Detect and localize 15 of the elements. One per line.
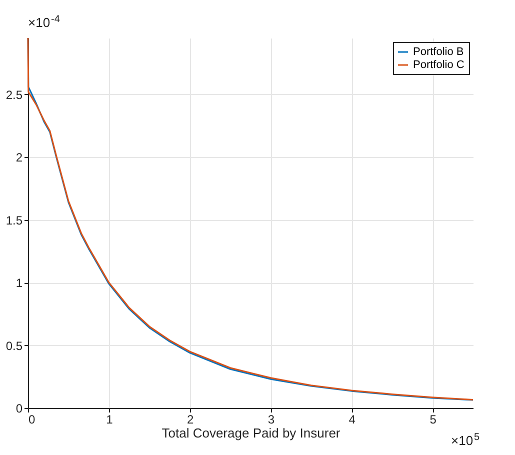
x-tick-label: 5	[430, 412, 437, 426]
x-tick-label: 4	[348, 412, 356, 426]
x-tick-label: 1	[106, 412, 114, 426]
y-tick-label: 0.5	[6, 338, 23, 353]
x-tick-label: 3	[268, 412, 275, 426]
y-tick-label: 0	[16, 402, 23, 416]
y-tick-label: 1	[16, 276, 23, 290]
legend-label: Portfolio B	[413, 46, 464, 58]
y-tick-label: 2	[16, 150, 23, 165]
y-tick-label: 2.5	[6, 88, 23, 102]
legend-label: Portfolio C	[413, 59, 464, 71]
x-axis-title: Total Coverage Paid by Insurer	[162, 426, 341, 440]
x-tick-label: 0	[28, 412, 36, 426]
x-tick-label: 2	[186, 412, 194, 426]
y-tick-label: 1.5	[6, 213, 23, 228]
